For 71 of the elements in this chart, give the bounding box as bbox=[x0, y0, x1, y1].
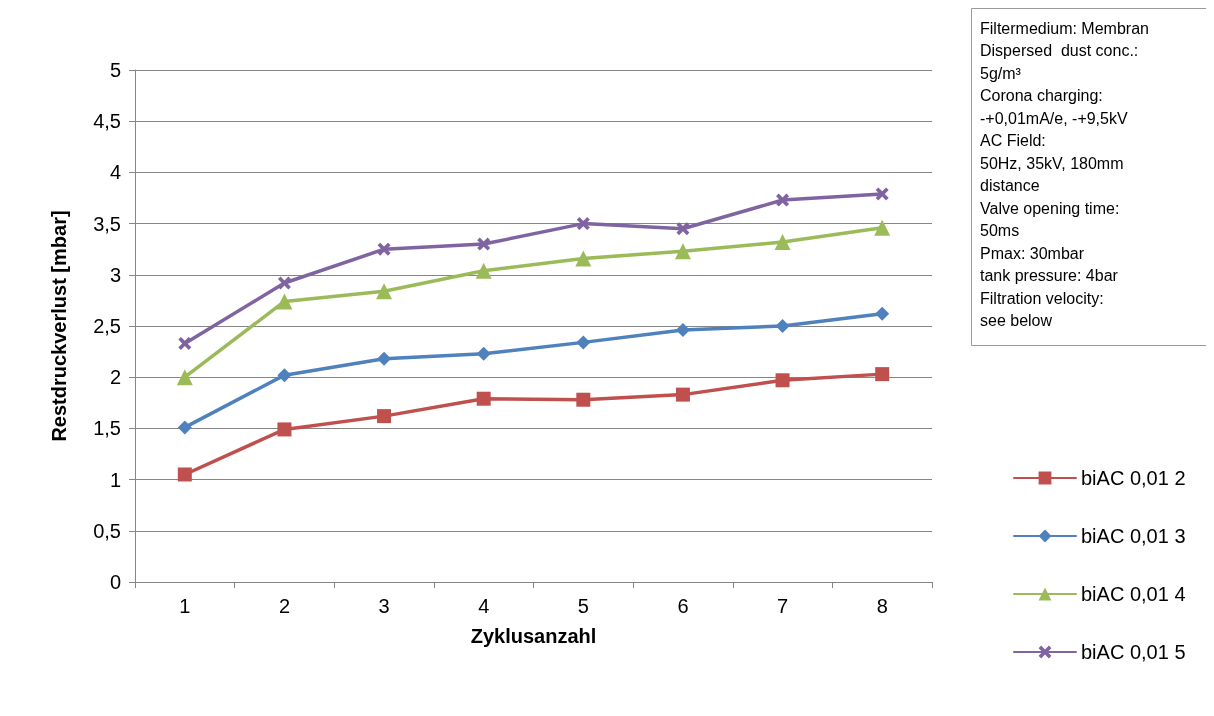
point bbox=[476, 391, 491, 406]
point bbox=[176, 369, 193, 386]
point bbox=[377, 351, 392, 366]
point bbox=[277, 368, 292, 383]
y-tick-label: 1 bbox=[109, 468, 121, 491]
text: see below bbox=[980, 312, 1053, 329]
x-axis-title: Zyklusanzahl bbox=[470, 625, 597, 647]
text: Valve opening time: bbox=[980, 199, 1120, 217]
legend-label: biAC 0,01 3 bbox=[1081, 525, 1186, 547]
y-tick-label: 3 bbox=[109, 263, 121, 286]
point bbox=[277, 276, 291, 290]
y-tick-label: 2 bbox=[109, 366, 121, 389]
y-tick-label: 4,5 bbox=[93, 110, 121, 133]
point bbox=[377, 242, 391, 256]
point bbox=[177, 467, 192, 482]
point bbox=[276, 293, 293, 310]
point bbox=[277, 422, 292, 437]
x-tick-label: 1 bbox=[179, 595, 191, 617]
x-tick-label: 4 bbox=[478, 595, 490, 617]
x-tick-label: 5 bbox=[577, 595, 589, 617]
point bbox=[675, 387, 690, 402]
text: Pmax: 30mbar bbox=[980, 244, 1085, 262]
text: 50Hz, 35kV, 180mm bbox=[980, 154, 1124, 172]
legend-label: biAC 0,01 5 bbox=[1081, 641, 1186, 663]
point bbox=[775, 373, 790, 388]
point bbox=[875, 187, 889, 201]
x-tick-label: 2 bbox=[278, 595, 290, 617]
point bbox=[576, 392, 591, 407]
point bbox=[874, 219, 891, 236]
y-tick-label: 0,5 bbox=[93, 519, 121, 542]
legend-label: biAC 0,01 2 bbox=[1081, 467, 1186, 489]
x-tick-label: 3 bbox=[378, 595, 390, 617]
text: Corona charging: bbox=[980, 87, 1103, 104]
point bbox=[676, 222, 690, 236]
text: AC Field: bbox=[980, 132, 1046, 149]
text: Filtration velocity: bbox=[980, 289, 1104, 307]
point bbox=[376, 283, 393, 300]
point bbox=[776, 193, 790, 207]
text: distance bbox=[980, 177, 1040, 194]
x-tick-label: 7 bbox=[777, 595, 789, 617]
text: Filtermedium: Membran bbox=[980, 19, 1149, 37]
text: 50ms bbox=[980, 222, 1020, 239]
point bbox=[475, 262, 492, 279]
point bbox=[775, 319, 790, 333]
point bbox=[377, 409, 392, 424]
point bbox=[177, 420, 192, 435]
y-tick-label: 5 bbox=[109, 59, 121, 81]
point bbox=[675, 323, 690, 338]
point bbox=[576, 217, 590, 231]
text: Dispersed dust conc.: bbox=[980, 42, 1139, 59]
y-axis-title: Restdruckverlust [mbar] bbox=[48, 210, 70, 442]
point bbox=[476, 346, 491, 361]
point bbox=[575, 250, 592, 267]
point bbox=[477, 237, 491, 251]
y-tick-label: 3,5 bbox=[93, 212, 121, 235]
text: tank pressure: 4bar bbox=[980, 267, 1119, 284]
legend-label: biAC 0,01 4 bbox=[1081, 583, 1186, 605]
y-tick-label: 0 bbox=[109, 571, 121, 593]
x-tick-label: 8 bbox=[876, 595, 888, 617]
point bbox=[875, 306, 890, 321]
point bbox=[674, 243, 691, 260]
y-tick-label: 4 bbox=[109, 161, 121, 184]
x-tick-label: 6 bbox=[677, 595, 689, 617]
text: -+0,01mA/e, -+9,5kV bbox=[980, 109, 1128, 127]
point bbox=[875, 367, 890, 382]
y-tick-label: 1,5 bbox=[93, 417, 121, 440]
text: 5g/m³ bbox=[980, 64, 1022, 82]
point bbox=[178, 336, 192, 350]
point bbox=[576, 335, 591, 350]
point bbox=[774, 234, 791, 251]
y-tick-label: 2,5 bbox=[93, 315, 121, 337]
